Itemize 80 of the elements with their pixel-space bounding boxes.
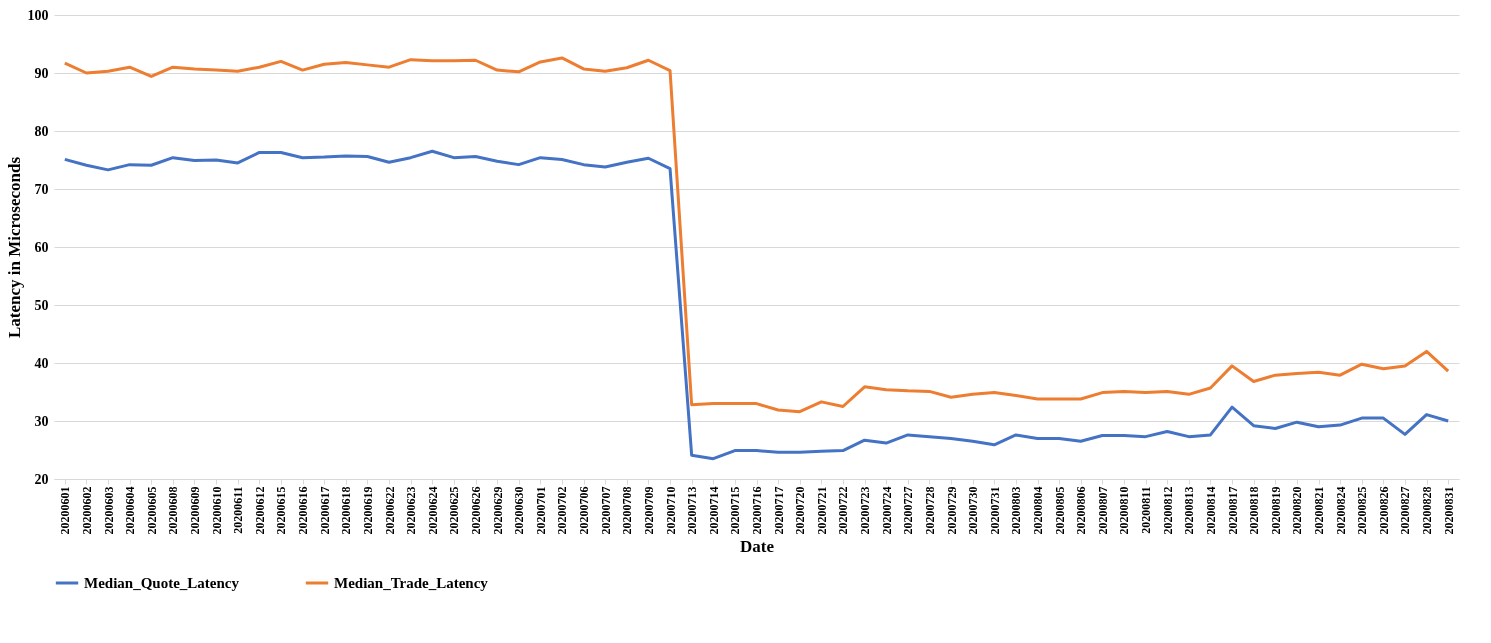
x-tick-label: 20200824 — [1333, 486, 1348, 535]
x-tick-label: 20200819 — [1268, 486, 1283, 535]
y-tick-label: 40 — [34, 355, 49, 371]
x-tick-label: 20200814 — [1203, 486, 1218, 535]
x-tick-label: 20200605 — [144, 486, 159, 535]
x-tick-label: 20200821 — [1312, 486, 1326, 535]
x-tick-label: 20200608 — [166, 486, 181, 535]
x-tick-label: 20200626 — [469, 486, 483, 535]
x-tick-label: 20200806 — [1074, 486, 1089, 535]
x-tick-label: 20200714 — [706, 486, 721, 535]
x-tick-label: 20200730 — [966, 486, 981, 535]
y-tick-label: 70 — [34, 181, 49, 197]
y-tick-label: 30 — [34, 413, 49, 429]
x-tick-label: 20200601 — [58, 486, 73, 535]
y-tick-label: 60 — [34, 239, 49, 255]
x-tick-label: 20200610 — [209, 486, 224, 535]
x-tick-label: 20200817 — [1225, 486, 1240, 535]
y-tick-label: 80 — [34, 123, 49, 139]
legend-label: Median_Quote_Latency — [84, 575, 240, 591]
x-tick-label: 20200708 — [620, 486, 635, 535]
y-tick-label: 50 — [34, 297, 49, 313]
x-tick-label: 20200727 — [901, 486, 916, 535]
x-tick-label: 20200611 — [231, 486, 246, 534]
x-tick-label: 20200629 — [490, 486, 505, 535]
x-tick-label: 20200813 — [1182, 486, 1197, 535]
legend-label: Median_Trade_Latency — [334, 575, 489, 591]
x-tick-label: 20200622 — [382, 486, 397, 535]
x-tick-label: 20200826 — [1376, 486, 1391, 535]
x-tick-label: 20200731 — [987, 486, 1002, 535]
x-tick-label: 20200812 — [1160, 486, 1175, 535]
x-tick-label: 20200728 — [922, 486, 937, 535]
x-tick-label: 20200604 — [123, 486, 138, 535]
x-tick-label: 20200717 — [771, 486, 786, 535]
x-tick-label: 20200722 — [836, 486, 851, 535]
line-series — [63, 56, 1450, 414]
x-tick-label: 20200617 — [317, 486, 332, 535]
x-tick-label: 20200804 — [1031, 486, 1045, 535]
x-tick-label: 20200625 — [447, 486, 462, 535]
x-tick-label: 20200729 — [944, 486, 959, 535]
x-tick-label: 20200721 — [814, 486, 829, 535]
x-tick-label: 20200609 — [188, 486, 202, 535]
y-axis-title: Latency in Microseconds — [4, 156, 24, 339]
x-tick-label: 20200803 — [1009, 486, 1024, 535]
x-tick-label: 20200710 — [663, 486, 678, 535]
x-tick-label: 20200618 — [339, 486, 354, 535]
x-tick-label: 20200707 — [598, 486, 613, 535]
x-tick-label: 20200602 — [79, 486, 94, 535]
x-tick-label: 20200616 — [296, 486, 311, 535]
x-tick-label: 20200807 — [1095, 486, 1110, 535]
x-tick-label: 20200720 — [793, 486, 808, 535]
x-tick-label: 20200701 — [533, 486, 548, 535]
x-tick-label: 20200723 — [858, 486, 873, 535]
line-series — [63, 149, 1450, 461]
x-tick-label: 20200615 — [274, 486, 289, 535]
x-tick-label: 20200724 — [879, 486, 894, 535]
x-tick-label: 20200810 — [1117, 486, 1132, 535]
y-tick-label: 100 — [27, 7, 49, 23]
x-tick-label: 20200713 — [685, 486, 700, 535]
y-tick-label: 20 — [34, 471, 49, 487]
x-tick-label: 20200805 — [1052, 486, 1067, 535]
x-tick-label: 20200715 — [728, 486, 743, 535]
x-tick-label: 20200818 — [1247, 486, 1262, 535]
x-tick-label: 20200706 — [577, 486, 592, 535]
x-tick-label: 20200612 — [252, 486, 267, 535]
x-tick-label: 20200716 — [750, 486, 764, 535]
x-tick-label: 20200603 — [101, 486, 116, 535]
x-tick-label: 20200624 — [425, 486, 440, 535]
x-tick-label: 20200623 — [404, 486, 419, 535]
x-tick-label: 20200831 — [1441, 486, 1456, 535]
x-tick-label: 20200828 — [1420, 486, 1435, 535]
x-tick-label: 20200820 — [1290, 486, 1305, 535]
x-tick-label: 20200709 — [641, 486, 656, 535]
x-tick-label: 20200827 — [1398, 486, 1413, 535]
x-tick-label: 20200825 — [1355, 486, 1370, 535]
x-tick-label: 20200630 — [512, 486, 527, 535]
y-tick-label: 90 — [34, 65, 49, 81]
x-axis-title: Date — [740, 536, 775, 556]
x-tick-label: 20200811 — [1139, 486, 1154, 534]
x-tick-label: 20200619 — [360, 486, 375, 535]
x-tick-label: 20200702 — [555, 486, 570, 535]
